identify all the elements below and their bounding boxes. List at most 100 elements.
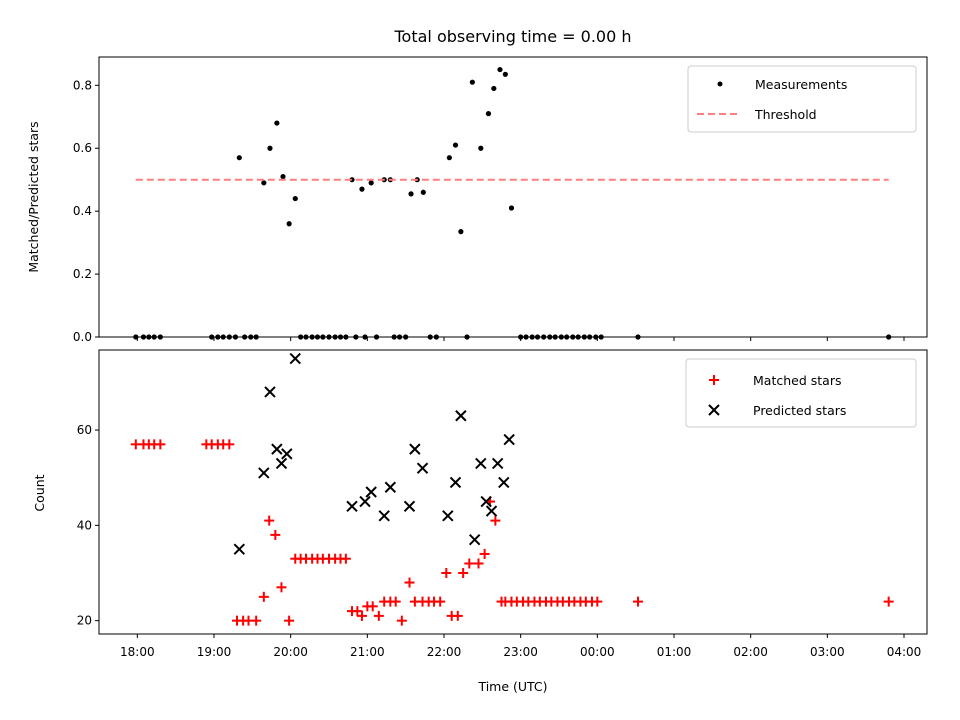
matched-star-point	[390, 596, 401, 607]
x-tick-label: 03:00	[810, 645, 845, 659]
measurement-point	[286, 221, 292, 227]
bottom-legend: Matched stars Predicted stars	[685, 358, 917, 428]
measurement-point	[368, 180, 374, 186]
y-tick-label: 60	[77, 423, 92, 437]
top-legend: Measurements Threshold	[687, 65, 917, 133]
bottom-y-axis-label: Count	[32, 474, 47, 511]
predicted-star-point	[384, 481, 397, 493]
matched-star-point	[473, 558, 484, 569]
measurement-point	[140, 334, 147, 340]
measurement-point	[343, 334, 349, 340]
predicted-star-point	[378, 510, 390, 522]
matched-star-point	[224, 439, 235, 450]
measurement-point	[337, 334, 344, 340]
bottom-x-axis-label: Time (UTC)	[477, 679, 547, 694]
y-tick-label: 40	[77, 518, 92, 532]
y-tick-label: 0.2	[73, 267, 92, 281]
predicted-star-point	[455, 410, 467, 422]
measurement-point	[220, 334, 226, 340]
matched-star-point	[883, 596, 894, 607]
predicted-star-point	[498, 476, 510, 489]
measurement-point	[157, 334, 163, 340]
measurement-point	[403, 334, 409, 340]
measurement-point	[373, 334, 380, 340]
legend-measurements-marker	[717, 81, 723, 87]
measurement-point	[274, 120, 280, 126]
measurement-point	[391, 334, 397, 340]
legend-predicted-marker	[708, 404, 720, 416]
measurement-point	[552, 334, 558, 340]
measurement-point	[309, 334, 315, 340]
x-tick-label: 19:00	[197, 645, 232, 659]
legend-measurements-label: Measurements	[755, 77, 847, 92]
predicted-star-point	[365, 486, 377, 498]
measurement-point	[133, 334, 139, 340]
x-tick-label: 20:00	[273, 645, 308, 659]
measurement-point	[433, 334, 439, 340]
matched-star-point	[352, 606, 363, 617]
measurement-point	[446, 155, 452, 161]
measurement-point	[534, 334, 541, 340]
measurement-point	[253, 334, 259, 340]
measurement-point	[529, 334, 535, 340]
predicted-star-point	[264, 386, 276, 398]
matched-star-point	[441, 568, 452, 579]
measurement-point	[598, 334, 604, 340]
predicted-star-point	[233, 543, 246, 555]
matched-star-point	[270, 529, 281, 540]
x-tick-label: 00:00	[580, 645, 615, 659]
measurement-point	[396, 334, 403, 340]
matched-star-point	[632, 596, 643, 607]
bottom-legend-box	[685, 358, 917, 428]
measurement-point	[332, 334, 338, 340]
legend-threshold-label: Threshold	[754, 107, 817, 122]
matched-star-point	[155, 439, 166, 450]
x-tick-label: 02:00	[733, 645, 768, 659]
top-axes-frame	[98, 56, 928, 338]
measurement-point	[215, 334, 221, 340]
bottom-plot-area	[130, 352, 894, 626]
predicted-star-point	[491, 457, 504, 470]
measurement-point	[427, 334, 433, 340]
y-tick-label: 0.0	[73, 330, 92, 344]
predicted-star-point	[449, 476, 462, 489]
predicted-star-point	[480, 495, 492, 508]
measurement-point	[362, 334, 368, 340]
measurement-point	[146, 334, 152, 340]
measurement-point	[298, 334, 304, 340]
predicted-star-point	[346, 500, 358, 513]
measurement-point	[558, 334, 564, 340]
measurement-point	[478, 145, 484, 151]
matched-star-point	[340, 553, 351, 564]
measurement-point	[570, 334, 576, 340]
measurement-point	[635, 334, 641, 340]
bottom-panel: 20 40 60 18:00 19:00 20:00 21:00 22:00 23:00 00:…	[32, 349, 928, 694]
measurement-point	[280, 173, 286, 180]
predicted-star-point	[475, 457, 487, 470]
bottom-x-ticks: 18:00 19:00 20:00 21:00 22:00 23:00 00:00 01:00…	[120, 634, 921, 659]
measurement-point	[248, 334, 254, 340]
legend-predicted-label: Predicted stars	[753, 403, 846, 418]
measurement-point	[353, 334, 359, 340]
top-y-axis-label: Matched/Predicted stars	[26, 121, 41, 272]
predicted-star-point	[258, 467, 270, 479]
bottom-axes-frame	[98, 349, 928, 635]
bottom-y-ticks: 20 40 60	[77, 423, 99, 628]
legend-matched-marker	[709, 375, 719, 385]
predicted-star-point	[442, 510, 454, 522]
predicted-star-point	[416, 462, 429, 474]
measurement-point	[541, 334, 547, 340]
predicted-star-point	[403, 500, 416, 513]
measurement-point	[326, 334, 332, 340]
measurement-point	[303, 334, 309, 340]
matched-star-point	[458, 568, 469, 579]
predicted-star-point	[275, 457, 288, 470]
predicted-star-point	[289, 352, 301, 365]
matched-star-point	[258, 591, 269, 602]
measurement-point	[581, 334, 587, 340]
predicted-star-point	[359, 495, 371, 508]
predicted-star-point	[503, 433, 515, 446]
measurement-point	[314, 334, 321, 340]
matched-star-point	[264, 515, 275, 526]
